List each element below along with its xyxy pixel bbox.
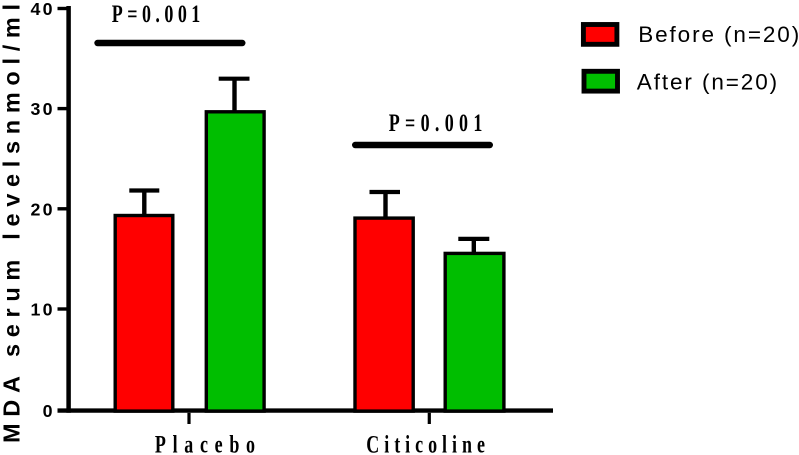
svg-text:Citicoline: Citicoline <box>366 431 490 455</box>
svg-text:40: 40 <box>31 0 55 19</box>
svg-text:Before (n=20): Before (n=20) <box>638 22 799 47</box>
svg-text:P=0.001: P=0.001 <box>389 109 488 137</box>
svg-text:MDA serum levelsnmol/ml: MDA serum levelsnmol/ml <box>0 0 25 443</box>
svg-text:20: 20 <box>31 199 55 219</box>
svg-text:After (n=20): After (n=20) <box>637 70 779 95</box>
svg-text:30: 30 <box>31 99 55 119</box>
svg-text:P=0.001: P=0.001 <box>112 0 205 28</box>
svg-text:Placebo: Placebo <box>155 431 262 455</box>
svg-text:0: 0 <box>43 401 55 421</box>
svg-text:10: 10 <box>31 300 55 320</box>
